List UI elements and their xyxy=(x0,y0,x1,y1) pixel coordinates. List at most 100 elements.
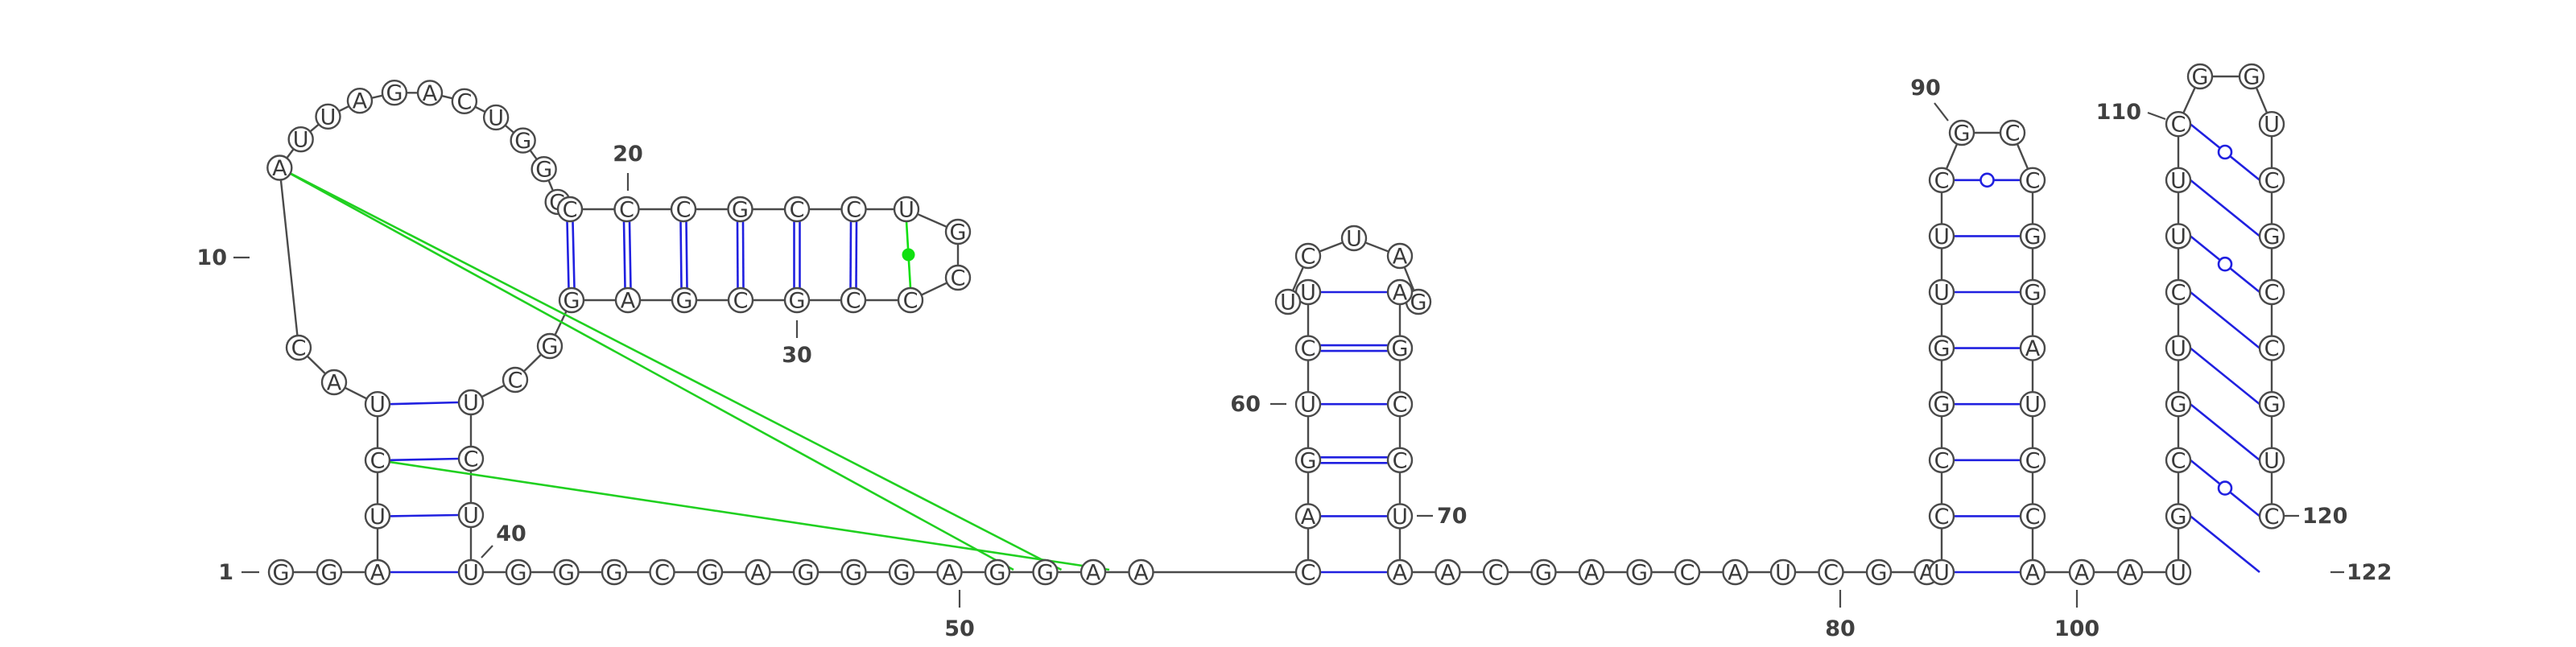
base-pair xyxy=(2190,347,2260,406)
nucleotide-circle xyxy=(1386,242,1414,270)
nucleotide: A xyxy=(2116,558,2144,586)
nucleotide: G xyxy=(671,286,698,314)
nucleotide-letter: G xyxy=(2264,393,2281,418)
nucleotide-letter: G xyxy=(676,289,693,314)
pair-line xyxy=(736,220,739,289)
position-tick xyxy=(481,545,493,558)
nucleotide: U xyxy=(2258,110,2285,138)
backbone-path xyxy=(279,75,2273,574)
nucleotide-letter: U xyxy=(1934,561,1950,586)
position-number: 10 xyxy=(196,245,227,270)
nucleotide-circle xyxy=(893,196,920,223)
nucleotide-letter: U xyxy=(1392,505,1408,530)
nucleotide-circle xyxy=(1578,558,1605,586)
nucleotide-letter: G xyxy=(1934,393,1951,418)
nucleotide-letter: C xyxy=(2025,168,2041,193)
nucleotide-circle xyxy=(457,389,485,416)
position-number: 1 xyxy=(218,560,233,585)
nucleotide-letter: U xyxy=(488,105,504,130)
nucleotide-letter: C xyxy=(654,561,670,586)
nucleotide-circle xyxy=(2165,503,2192,530)
nucleotide-circle xyxy=(364,447,391,473)
nucleotide: A xyxy=(416,80,444,106)
nucleotide-circle xyxy=(1928,335,1955,361)
nucleotide: C xyxy=(502,366,529,394)
nucleotide-letter: U xyxy=(898,198,914,223)
base-pair-layer xyxy=(389,123,2260,574)
nucleotide: C xyxy=(2019,447,2046,473)
nucleotide: A xyxy=(364,558,391,586)
nucleotide-letter: C xyxy=(2005,122,2021,146)
nucleotide-circle xyxy=(1530,558,1557,586)
nucleotide-circle xyxy=(2116,558,2144,586)
nucleotide-circle xyxy=(1386,335,1414,361)
nucleotide-circle xyxy=(840,558,867,586)
nucleotide: G xyxy=(1948,119,1975,146)
nucleotide-letter: A xyxy=(327,371,342,396)
nucleotide-circle xyxy=(1340,225,1368,252)
wobble-pair-circle xyxy=(2217,480,2233,496)
nucleotide-circle xyxy=(502,366,529,394)
pair-line xyxy=(679,220,683,289)
nucleotide-letter: G xyxy=(2025,225,2041,249)
nucleotide-circle xyxy=(364,558,391,586)
base-pair xyxy=(2190,179,2260,237)
nucleotide-letter: C xyxy=(2264,168,2280,193)
nucleotide: U xyxy=(893,196,920,223)
nucleotide-letter: G xyxy=(1392,336,1409,361)
position-label: 70 xyxy=(1417,504,1468,529)
nucleotide-letter: G xyxy=(2192,65,2209,90)
nucleotide-letter: G xyxy=(1871,561,1888,586)
nucleotide-circle xyxy=(671,286,698,314)
nucleotide-circle xyxy=(482,104,510,131)
nucleotide: G xyxy=(2186,63,2214,90)
position-label: 1 xyxy=(218,560,259,585)
position-number: 40 xyxy=(496,521,526,546)
nucleotide-letter: G xyxy=(514,129,531,154)
nucleotide: G xyxy=(505,558,532,586)
nucleotide: A xyxy=(1080,558,1107,586)
nucleotide-letter: C xyxy=(2025,448,2041,473)
nucleotide: U xyxy=(1928,223,1955,249)
nucleotide: C xyxy=(840,286,867,314)
nucleotide: A xyxy=(320,369,348,396)
nucleotide-letter: C xyxy=(846,198,861,223)
nucleotide: C xyxy=(364,447,391,473)
nucleotide: U xyxy=(1340,225,1368,252)
nucleotide-circle xyxy=(792,558,819,586)
nucleotide: C xyxy=(285,334,312,361)
base-pair xyxy=(2190,403,2260,461)
position-number: 50 xyxy=(944,616,975,641)
nucleotide-letter: G xyxy=(2244,65,2260,90)
base-pair xyxy=(566,220,576,289)
pair-line xyxy=(389,457,460,462)
nucleotide: A xyxy=(2019,558,2046,586)
nucleotide-letter: U xyxy=(369,505,386,530)
base-pair xyxy=(849,220,858,289)
nucleotide: U xyxy=(2165,335,2192,361)
nucleotide: C xyxy=(1482,558,1509,586)
pair-line xyxy=(741,220,745,289)
nucleotide-letter: A xyxy=(621,289,636,314)
nucleotide: A xyxy=(1578,558,1605,586)
nucleotide: U xyxy=(482,104,510,131)
nucleotide: G xyxy=(792,558,819,586)
nucleotide: G xyxy=(1626,558,1653,586)
nucleotide-circle xyxy=(670,196,697,223)
nucleotide-circle xyxy=(556,196,584,223)
nucleotide: A xyxy=(346,87,374,114)
nucleotide: G xyxy=(1928,335,1955,361)
nucleotide-circle xyxy=(1928,278,1955,306)
nucleotide-circle xyxy=(1128,558,1154,586)
nucleotide-letter: A xyxy=(1301,505,1316,530)
nucleotide: A xyxy=(1386,242,1414,270)
pair-line xyxy=(849,220,852,289)
nucleotide-circle xyxy=(1386,278,1414,306)
nucleotide-circle xyxy=(315,103,341,130)
nucleotide-circle xyxy=(2186,63,2214,90)
nucleotide-circle xyxy=(364,503,391,530)
nucleotide-circle xyxy=(1386,558,1414,586)
position-label: 50 xyxy=(944,590,975,641)
nucleotide: U xyxy=(1928,278,1955,306)
nucleotide-letter: A xyxy=(2025,336,2041,361)
